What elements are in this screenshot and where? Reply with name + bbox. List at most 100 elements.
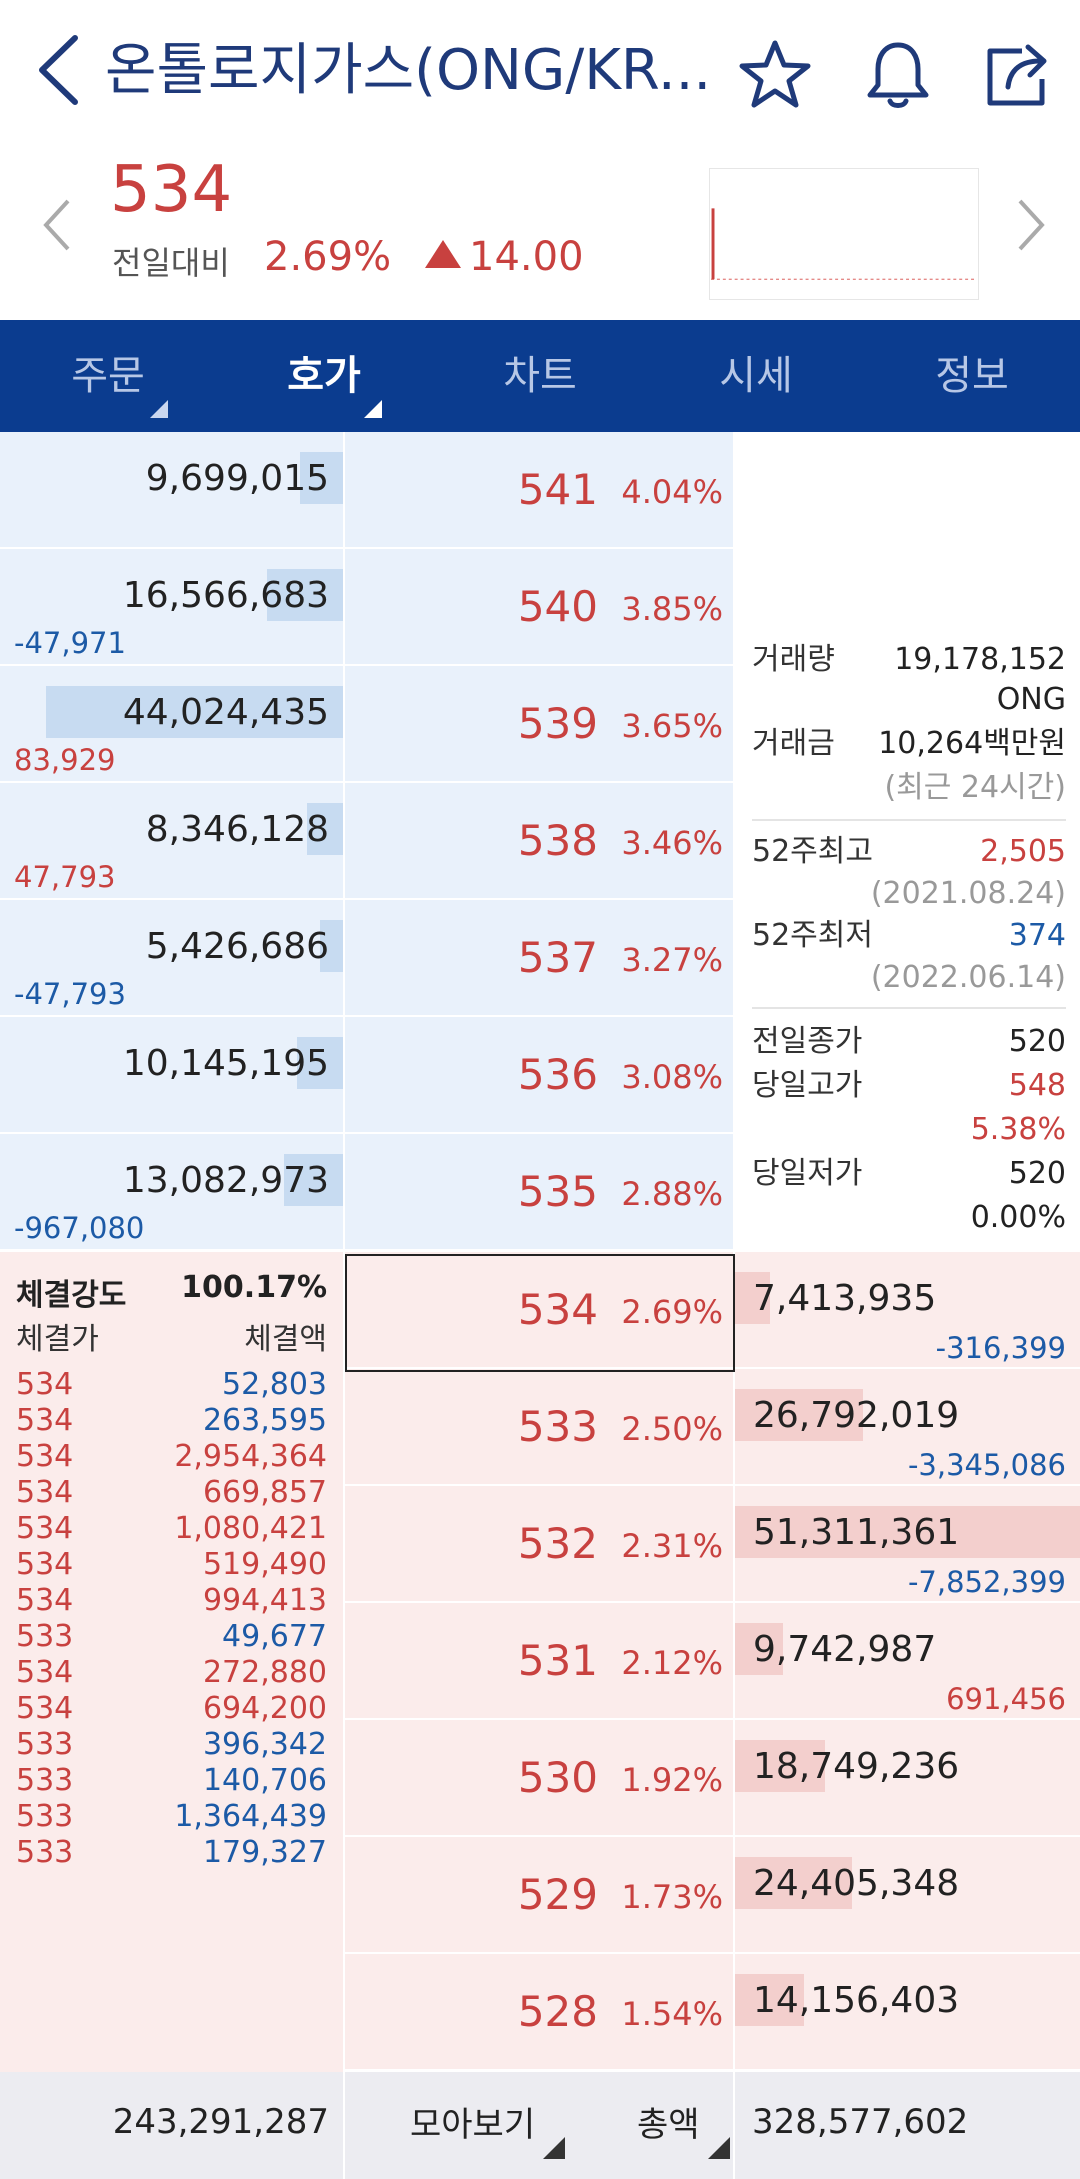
ask-percent: 4.04% — [621, 473, 723, 511]
ask-row[interactable]: 16,566,683 -47,971 540 3.85% — [0, 549, 1080, 666]
day-low-value: 520 — [1008, 1156, 1066, 1191]
bid-row[interactable]: 530 1.92% 18,749,236 — [0, 1720, 1080, 1837]
ask-row[interactable]: 13,082,973 -967,080 535 2.88% — [0, 1134, 1080, 1251]
bid-price-cell[interactable]: 532 2.31% — [345, 1486, 733, 1601]
ask-price-cell[interactable]: 536 3.08% — [345, 1017, 733, 1132]
ask-volume: 13,082,973 — [122, 1160, 329, 1201]
ask-volume-cell: 16,566,683 -47,971 — [0, 549, 343, 664]
trade-amount-header: 체결액 — [244, 1322, 327, 1357]
bell-icon[interactable] — [858, 35, 938, 115]
bid-row[interactable]: 529 1.73% 24,405,348 — [0, 1837, 1080, 1954]
bid-volume-cell: 18,749,236 — [735, 1720, 1080, 1835]
bid-volume: 51,311,361 — [753, 1512, 960, 1553]
bid-price: 528 — [517, 1987, 598, 2036]
bid-price-cell[interactable]: 531 2.12% — [345, 1603, 733, 1718]
view-mode-button[interactable]: 모아보기 — [410, 2072, 566, 2179]
bid-volume-cell: 14,156,403 — [735, 1954, 1080, 2069]
bid-percent: 1.73% — [621, 1878, 723, 1916]
trade-price: 534 — [16, 1475, 74, 1510]
ask-volume: 44,024,435 — [122, 692, 329, 733]
change-amount: 14.00 — [425, 234, 584, 280]
ask-volume-cell: 8,346,128 47,793 — [0, 783, 343, 898]
ask-price-cell[interactable]: 540 3.85% — [345, 549, 733, 664]
ask-volume-change: -47,971 — [14, 626, 126, 660]
trade-amount: 994,413 — [202, 1583, 327, 1618]
ask-volume-bar — [319, 920, 343, 972]
page-title: 온톨로지가스(ONG/KR... — [105, 38, 712, 103]
ask-volume-change: 83,929 — [14, 743, 116, 777]
star-icon[interactable] — [735, 35, 815, 115]
bid-row[interactable]: 533 2.50% 26,792,019 -3,345,086 — [0, 1369, 1080, 1486]
bid-row[interactable]: 531 2.12% 9,742,987 691,456 — [0, 1603, 1080, 1720]
ask-row[interactable]: 10,145,195 536 3.08% — [0, 1017, 1080, 1134]
current-price-marker — [345, 1254, 735, 1372]
header: 온톨로지가스(ONG/KR... — [0, 0, 1080, 150]
change-label: 전일대비 — [112, 244, 230, 282]
ask-row[interactable]: 9,699,015 541 4.04% — [0, 432, 1080, 549]
ask-percent: 2.88% — [621, 1175, 723, 1213]
bid-row[interactable]: 534 2.69% 7,413,935 -316,399 — [0, 1252, 1080, 1369]
trade-amount: 140,706 — [202, 1763, 327, 1798]
bid-volume-change: -7,852,399 — [907, 1565, 1066, 1599]
ask-volume-bar — [306, 803, 343, 855]
trade-price: 534 — [16, 1691, 74, 1726]
bid-volume-bar — [735, 1740, 825, 1792]
amount-value: 10,264백만원 — [878, 726, 1066, 761]
bid-price-cell[interactable]: 529 1.73% — [345, 1837, 733, 1952]
chevron-right-icon[interactable] — [1010, 195, 1050, 255]
bid-volume: 24,405,348 — [753, 1863, 960, 1904]
ask-price-cell[interactable]: 535 2.88% — [345, 1134, 733, 1249]
bid-price: 534 — [517, 1285, 598, 1334]
ask-volume-bar — [296, 1037, 343, 1089]
total-mode-button[interactable]: 총액 — [637, 2072, 730, 2179]
ask-volume: 16,566,683 — [122, 575, 329, 616]
volume-value: 19,178,152 — [894, 642, 1066, 677]
back-arrow-icon[interactable] — [30, 30, 90, 110]
share-icon[interactable] — [978, 35, 1058, 115]
ask-row[interactable]: 5,426,686 -47,793 537 3.27% — [0, 900, 1080, 1017]
trade-row: 534 669,857 — [16, 1468, 327, 1518]
high52-date: (2021.08.24) — [870, 876, 1066, 911]
chevron-left-icon[interactable] — [38, 195, 78, 255]
trade-row: 534 52,803 — [16, 1360, 327, 1410]
ask-volume-bar — [267, 569, 343, 621]
trade-amount: 49,677 — [222, 1619, 327, 1654]
mini-chart[interactable] — [709, 168, 979, 300]
bid-row[interactable]: 532 2.31% 51,311,361 -7,852,399 — [0, 1486, 1080, 1603]
ask-price-cell[interactable]: 537 3.27% — [345, 900, 733, 1015]
bid-price-cell[interactable]: 534 2.69% — [345, 1252, 733, 1367]
ask-price-cell[interactable]: 539 3.65% — [345, 666, 733, 781]
trade-amount: 52,803 — [222, 1367, 327, 1402]
ask-row[interactable]: 44,024,435 83,929 539 3.65% — [0, 666, 1080, 783]
bid-volume-change: -3,345,086 — [907, 1448, 1066, 1482]
bid-volume: 9,742,987 — [753, 1629, 937, 1670]
trade-price: 533 — [16, 1799, 74, 1834]
tab-orderbook[interactable]: 호가 — [216, 320, 432, 432]
ask-price: 538 — [517, 816, 598, 865]
day-high-value: 548 — [1008, 1068, 1066, 1103]
ask-price-cell[interactable]: 541 4.04% — [345, 432, 733, 547]
bid-volume-cell: 26,792,019 -3,345,086 — [735, 1369, 1080, 1484]
ask-volume: 8,346,128 — [145, 809, 329, 850]
ask-volume-cell: 5,426,686 -47,793 — [0, 900, 343, 1015]
ask-price-cell[interactable]: 538 3.46% — [345, 783, 733, 898]
day-low-percent: 0.00% — [970, 1200, 1066, 1235]
tab-info[interactable]: 정보 — [935, 353, 1009, 399]
trade-price: 534 — [16, 1439, 74, 1474]
trade-ticker-panel[interactable]: 체결강도 100.17% 체결가 체결액 534 52,803 534 263,595… — [0, 1252, 343, 2072]
trade-amount: 1,080,421 — [174, 1511, 327, 1546]
bid-price-cell[interactable]: 533 2.50% — [345, 1369, 733, 1484]
bid-price-cell[interactable]: 530 1.92% — [345, 1720, 733, 1835]
strength-label: 체결강도 — [16, 1278, 127, 1313]
bid-price-cell[interactable]: 528 1.54% — [345, 1954, 733, 2069]
trade-row: 534 519,490 — [16, 1540, 327, 1590]
tab-market[interactable]: 시세 — [719, 353, 793, 399]
ask-percent: 3.08% — [621, 1058, 723, 1096]
trade-amount: 263,595 — [202, 1403, 327, 1438]
ask-row[interactable]: 8,346,128 47,793 538 3.46% — [0, 783, 1080, 900]
tab-order[interactable]: 주문 — [0, 320, 216, 432]
bid-row[interactable]: 528 1.54% 14,156,403 — [0, 1954, 1080, 2071]
day-high-label: 당일고가 — [752, 1068, 863, 1103]
ask-volume-bar — [283, 1154, 343, 1206]
tab-chart[interactable]: 차트 — [503, 353, 577, 399]
